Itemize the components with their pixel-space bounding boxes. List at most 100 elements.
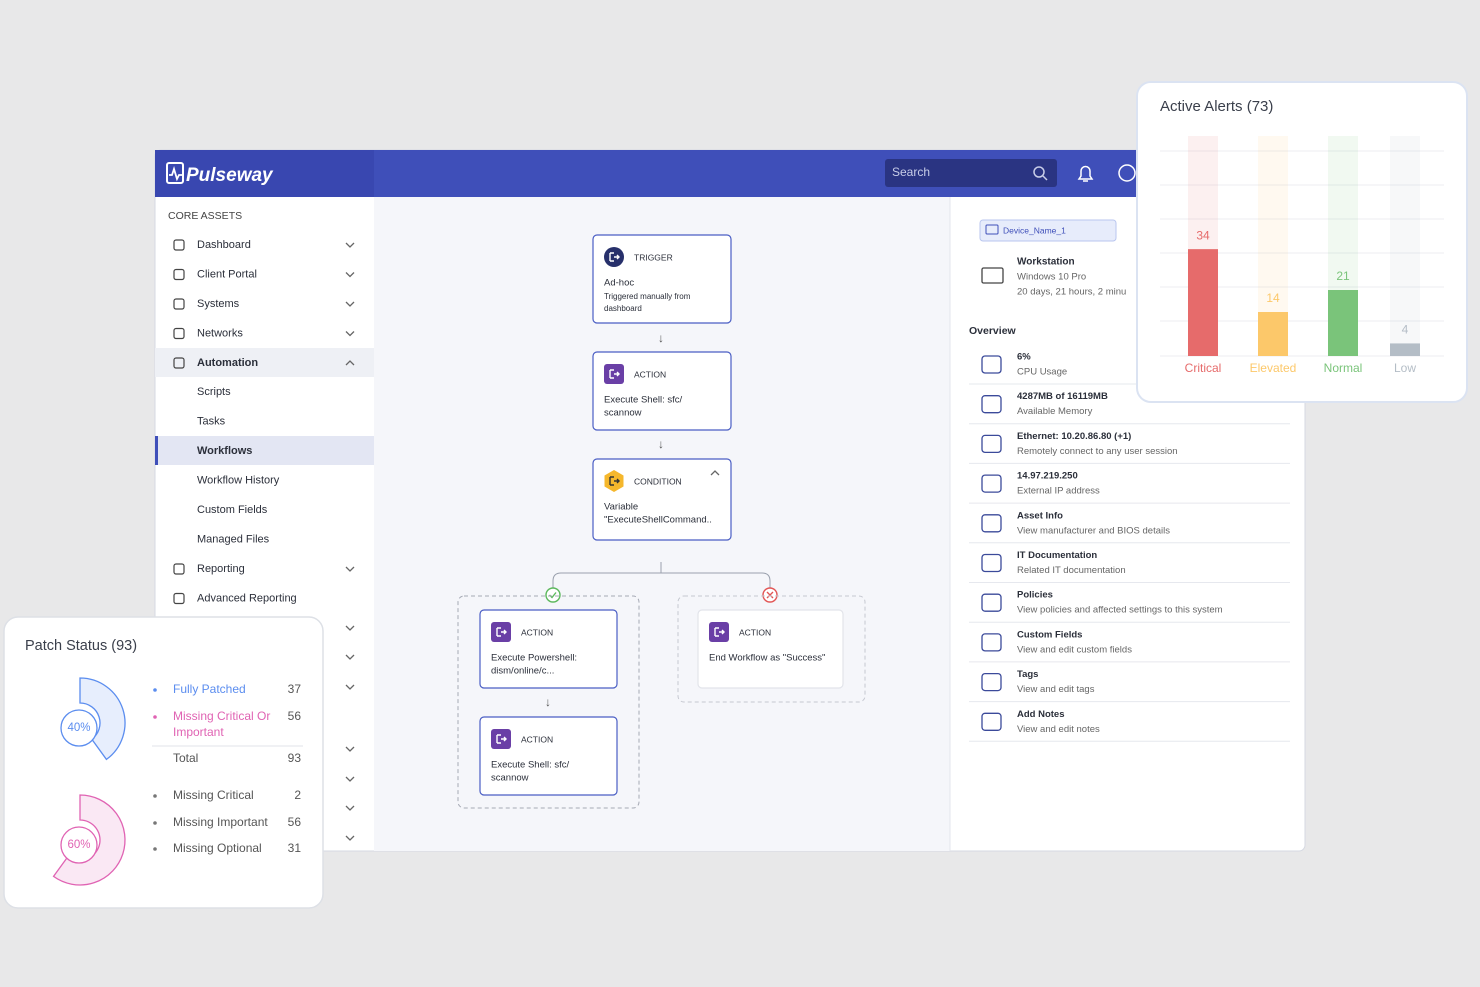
monitor-glyph bbox=[985, 224, 999, 235]
nav-icon bbox=[173, 239, 185, 251]
nav-subitem[interactable]: Scripts bbox=[197, 386, 231, 398]
chevron[interactable] bbox=[345, 331, 355, 337]
overview-row-title[interactable]: IT Documentation bbox=[1017, 550, 1097, 561]
bar bbox=[1258, 312, 1288, 356]
bullet bbox=[153, 715, 157, 719]
chevron[interactable] bbox=[710, 470, 720, 476]
overview-row-title[interactable]: Tags bbox=[1017, 669, 1038, 680]
node-text: Variable bbox=[604, 502, 638, 513]
workflow-node[interactable] bbox=[592, 458, 732, 541]
node-text: End Workflow as "Success" bbox=[709, 653, 825, 664]
search-box[interactable] bbox=[885, 159, 1057, 187]
nav-subitem[interactable]: Workflows bbox=[197, 445, 252, 457]
automation-highlight bbox=[155, 348, 374, 377]
patch-card bbox=[3, 616, 324, 909]
node-kind: ACTION bbox=[521, 734, 553, 744]
node-glyph bbox=[609, 476, 620, 486]
overview-row-subtitle: View and edit tags bbox=[1017, 684, 1095, 695]
overview-row-subtitle: View policies and affected settings to t… bbox=[1017, 605, 1223, 616]
node-text: dism/online/c... bbox=[491, 666, 554, 677]
bar-value-label: 14 bbox=[1266, 291, 1280, 305]
workflow-node[interactable] bbox=[592, 351, 732, 431]
ring-label: 40% bbox=[67, 722, 90, 734]
nav-subitem[interactable]: Managed Files bbox=[197, 533, 270, 545]
nav-subitem[interactable]: Custom Fields bbox=[197, 504, 268, 516]
overview-icon bbox=[981, 553, 1002, 573]
overview-row-title[interactable]: Add Notes bbox=[1017, 709, 1065, 720]
node-glyph bbox=[609, 252, 620, 262]
patch-item-value: 56 bbox=[288, 815, 302, 829]
chevron[interactable] bbox=[345, 242, 355, 248]
overview-icon bbox=[981, 633, 1002, 652]
nav-item[interactable]: Automation bbox=[197, 357, 258, 369]
overview-row-title[interactable]: Policies bbox=[1017, 590, 1053, 601]
device-chip[interactable] bbox=[979, 219, 1117, 242]
nav-subitem[interactable]: Tasks bbox=[197, 415, 226, 427]
node-kind: ACTION bbox=[739, 627, 771, 637]
alerts-title: Active Alerts (73) bbox=[1160, 98, 1273, 115]
chevron[interactable] bbox=[345, 805, 355, 811]
workstation-icon bbox=[981, 267, 1004, 284]
overview-row-subtitle: Remotely connect to any user session bbox=[1017, 446, 1178, 457]
nav-subitem[interactable]: Workflow History bbox=[197, 474, 280, 486]
branch-box bbox=[457, 595, 640, 809]
overview-row-subtitle: View and edit notes bbox=[1017, 724, 1100, 735]
bell-icon[interactable] bbox=[1077, 165, 1094, 182]
overview-row-title[interactable]: Custom Fields bbox=[1017, 629, 1082, 640]
overview-icon bbox=[981, 395, 1002, 414]
chevron[interactable] bbox=[345, 776, 355, 782]
patch-item-name: Missing Important bbox=[173, 815, 268, 829]
node-text: Ad-hoc bbox=[604, 278, 634, 289]
chevron[interactable] bbox=[345, 835, 355, 841]
workflow-node[interactable] bbox=[592, 234, 732, 324]
overview-row-subtitle: View manufacturer and BIOS details bbox=[1017, 525, 1170, 536]
patch-total-name: Total bbox=[173, 751, 198, 765]
chevron[interactable] bbox=[345, 684, 355, 690]
overview-row-title[interactable]: Ethernet: 10.20.86.80 (+1) bbox=[1017, 431, 1131, 442]
chevron[interactable] bbox=[345, 746, 355, 752]
nav-item[interactable]: Advanced Reporting bbox=[197, 592, 297, 604]
branch-lines bbox=[552, 562, 771, 588]
bar bbox=[1390, 343, 1420, 356]
chevron[interactable] bbox=[345, 625, 355, 631]
nav-item[interactable]: Networks bbox=[197, 327, 243, 339]
nav-icon bbox=[173, 327, 185, 340]
device-type: Workstation bbox=[1017, 257, 1075, 268]
node-kind: TRIGGER bbox=[634, 252, 673, 262]
bar-value-label: 34 bbox=[1196, 228, 1210, 242]
node-text: Execute Shell: sfc/ bbox=[604, 395, 683, 406]
overview-icon bbox=[981, 593, 1002, 612]
nav-item[interactable]: Dashboard bbox=[197, 239, 251, 251]
ring-label: 60% bbox=[67, 839, 90, 851]
search-placeholder: Search bbox=[892, 165, 930, 179]
overview-row-subtitle: View and edit custom fields bbox=[1017, 644, 1132, 655]
nav-item[interactable]: Client Portal bbox=[197, 268, 257, 280]
chevron[interactable] bbox=[345, 301, 355, 307]
node-text: Execute Shell: sfc/ bbox=[491, 760, 570, 771]
chevron[interactable] bbox=[345, 272, 355, 278]
overview-row-title[interactable]: 6% bbox=[1017, 352, 1031, 363]
help-icon[interactable] bbox=[1118, 164, 1136, 182]
active-marker bbox=[155, 436, 158, 465]
node-text: scannow bbox=[604, 408, 642, 419]
node-glyph bbox=[496, 734, 507, 744]
patch-title: Patch Status (93) bbox=[25, 638, 137, 654]
workflow-node[interactable] bbox=[479, 716, 618, 796]
nav-icon bbox=[173, 268, 185, 281]
bar-track bbox=[1390, 136, 1420, 356]
overview-row-title[interactable]: 4287MB of 16119MB bbox=[1017, 391, 1108, 402]
overview-row-title[interactable]: Asset Info bbox=[1017, 510, 1063, 521]
chevron[interactable] bbox=[345, 654, 355, 660]
workflow-node[interactable] bbox=[697, 609, 844, 689]
overview-row-title[interactable]: 14.97.219.250 bbox=[1017, 471, 1078, 482]
chevron[interactable] bbox=[345, 566, 355, 572]
alerts-card bbox=[1136, 81, 1468, 403]
workflow-node[interactable] bbox=[479, 609, 618, 689]
overview-row-subtitle: External IP address bbox=[1017, 486, 1100, 497]
chevron[interactable] bbox=[345, 360, 355, 366]
nav-item[interactable]: Reporting bbox=[197, 563, 245, 575]
patch-item-name: Important bbox=[173, 725, 224, 739]
nav-item[interactable]: Systems bbox=[197, 298, 240, 310]
